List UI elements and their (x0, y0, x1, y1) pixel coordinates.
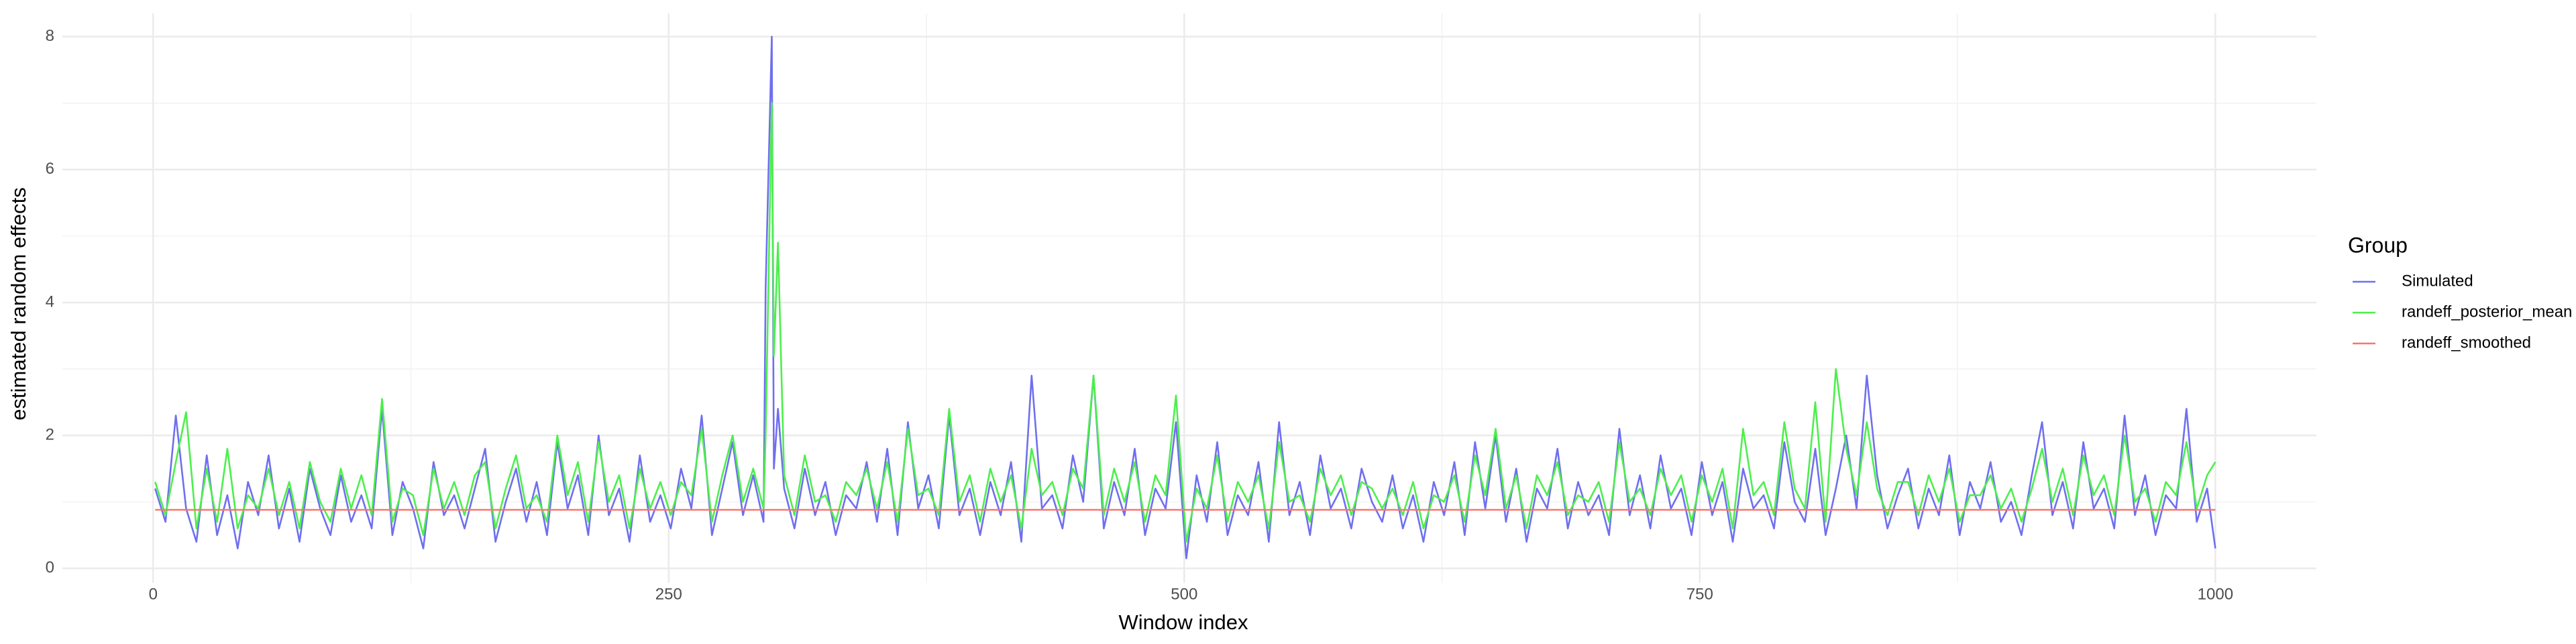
legend-label: randeff_posterior_mean (2402, 303, 2572, 321)
y-tick-label: 6 (46, 160, 54, 178)
legend-label: Simulated (2402, 272, 2473, 290)
x-axis-title: Window index (1119, 610, 1248, 634)
y-tick-label: 0 (46, 559, 54, 577)
x-tick-label: 250 (655, 585, 682, 603)
y-tick-label: 2 (46, 425, 54, 443)
y-axis-title: estimated random effects (7, 187, 30, 421)
y-tick-label: 8 (46, 27, 54, 45)
legend-label: randeff_smoothed (2402, 333, 2531, 352)
x-tick-label: 0 (149, 585, 158, 603)
series-line (154, 36, 2216, 559)
series-line (154, 102, 2216, 543)
x-tick-label: 500 (1171, 585, 1197, 603)
legend-title: Group (2348, 233, 2408, 257)
x-tick-label: 750 (1686, 585, 1713, 603)
y-tick-label: 4 (46, 292, 54, 311)
x-tick-label: 1000 (2198, 585, 2233, 603)
